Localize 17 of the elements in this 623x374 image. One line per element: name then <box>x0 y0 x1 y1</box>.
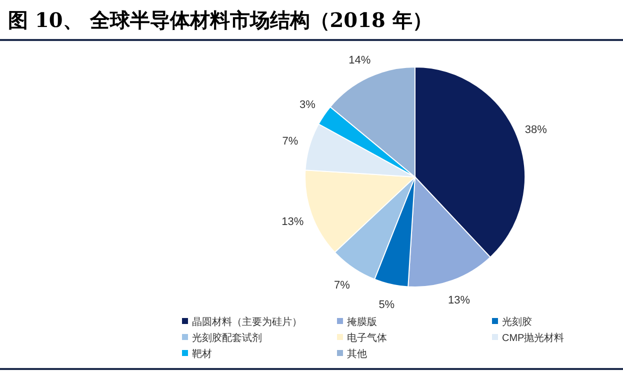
data-label: 14% <box>348 54 371 66</box>
legend-label: 晶圆材料（主要为硅片） <box>192 316 302 328</box>
legend-label: CMP抛光材料 <box>502 332 564 344</box>
legend-label: 其他 <box>347 348 367 360</box>
legend-label: 电子气体 <box>347 332 387 344</box>
chart-title: 图 10、 全球半导体材料市场结构（2018 年） <box>8 8 432 32</box>
legend-label: 靶材 <box>192 348 212 360</box>
data-label: 13% <box>282 216 304 228</box>
data-label: 5% <box>378 298 395 311</box>
legend-label: 光刻胶配套试剂 <box>192 332 262 344</box>
data-label: 7% <box>334 280 350 292</box>
data-label: 7% <box>282 136 298 148</box>
data-label: 13% <box>448 294 470 306</box>
data-label: 3% <box>300 98 316 111</box>
data-label: 38% <box>524 124 548 136</box>
legend-label: 掩膜版 <box>347 316 377 328</box>
legend-label: 光刻胶 <box>502 316 532 328</box>
